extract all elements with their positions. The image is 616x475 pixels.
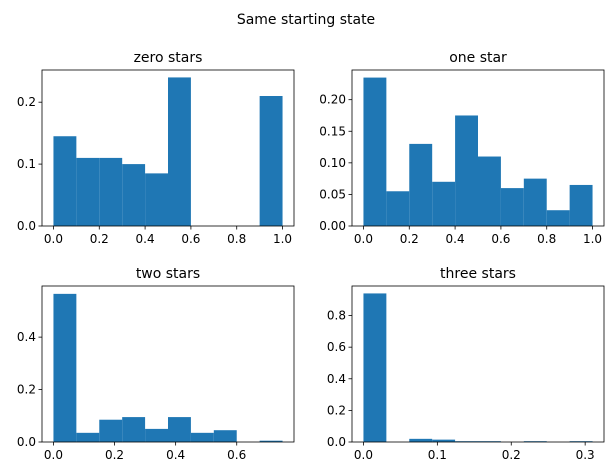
figure-title: Same starting state (237, 12, 375, 28)
histogram-bar (546, 210, 570, 226)
histogram-bar (386, 191, 410, 226)
y-tick-label: 0.15 (319, 124, 346, 138)
histogram-bar (455, 115, 478, 226)
histogram-bar (409, 143, 433, 226)
axes-frame (351, 285, 605, 443)
x-tick-label: 0.4 (136, 232, 155, 246)
histogram-bar (190, 432, 214, 442)
histogram-bar (432, 439, 456, 442)
histogram-bar (53, 136, 77, 226)
axes-frame (351, 69, 605, 227)
histogram-bar (478, 156, 501, 226)
y-tick-label: 0.0 (17, 219, 36, 233)
histogram-bar (99, 419, 123, 442)
histogram-bar (432, 181, 456, 226)
histogram-bar (523, 178, 547, 226)
x-tick-label: 0.2 (105, 448, 124, 462)
histogram-bar (168, 77, 191, 226)
histogram-bar (409, 438, 433, 442)
histogram-bar (259, 440, 283, 442)
x-tick-label: 0.6 (181, 232, 200, 246)
histogram-bar (168, 417, 191, 442)
histogram-bar (213, 430, 237, 442)
subplot-title: two stars (136, 266, 200, 282)
x-tick-label: 0.4 (166, 448, 185, 462)
x-tick-label: 0.0 (354, 232, 373, 246)
axes-frame (41, 69, 295, 227)
y-tick-label: 0.8 (327, 309, 346, 323)
y-tick-label: 0.6 (327, 340, 346, 354)
x-tick-label: 0.6 (491, 232, 510, 246)
histogram-bar (76, 157, 100, 226)
y-tick-label: 0.0 (17, 435, 36, 449)
x-tick-label: 0.6 (227, 448, 246, 462)
x-tick-label: 0.1 (428, 448, 447, 462)
histogram-bar (122, 417, 146, 442)
histogram-bar (500, 188, 524, 226)
histogram-bar (53, 293, 77, 442)
x-tick-label: 0.2 (502, 448, 521, 462)
subplot-one-star: one star 0.0 0.2 0.4 0.6 0.8 1.0 0.00 0.05 0.10 0… (319, 50, 605, 246)
histogram-bar (363, 293, 387, 442)
y-tick-label: 0.4 (327, 372, 346, 386)
y-tick-label: 0.1 (17, 157, 36, 171)
histogram-bar (363, 77, 387, 226)
histogram-bar (76, 432, 100, 442)
subplot-title: zero stars (134, 50, 203, 66)
y-tick-label: 0.2 (17, 383, 36, 397)
histogram-bar (99, 157, 123, 226)
histogram-bar (122, 164, 146, 226)
axes-frame (41, 285, 295, 443)
histogram-bar (145, 428, 168, 442)
subplot-three-stars: three stars 0.0 0.1 0.2 0.3 0.0 0.2 0.4 0.6 0.8 (327, 266, 605, 462)
x-tick-label: 0.2 (90, 232, 109, 246)
subplot-title: one star (449, 50, 507, 66)
y-tick-label: 0.2 (17, 95, 36, 109)
subplot-title: three stars (440, 266, 516, 282)
x-tick-label: 0.8 (537, 232, 556, 246)
y-tick-label: 0.0 (327, 435, 346, 449)
y-tick-label: 0.2 (327, 403, 346, 417)
subplot-two-stars: two stars 0.0 0.2 0.4 0.6 0.0 0.2 0.4 (17, 266, 295, 462)
x-tick-label: 0.4 (446, 232, 465, 246)
y-tick-label: 0.00 (319, 219, 346, 233)
x-tick-label: 0.2 (400, 232, 419, 246)
subplot-zero-stars: zero stars 0.0 0.2 0.4 0.6 0.8 1.0 0.0 0.1 0.2 (17, 50, 295, 246)
x-tick-label: 0.0 (44, 448, 63, 462)
histogram-bar (259, 96, 283, 226)
x-tick-label: 0.0 (44, 232, 63, 246)
x-tick-label: 0.3 (576, 448, 595, 462)
y-tick-label: 0.10 (319, 156, 346, 170)
x-tick-label: 0.0 (354, 448, 373, 462)
y-tick-label: 0.20 (319, 93, 346, 107)
y-tick-label: 0.4 (17, 330, 36, 344)
histogram-bar (145, 173, 168, 226)
x-tick-label: 1.0 (273, 232, 292, 246)
histogram-bar (569, 184, 593, 226)
y-tick-label: 0.05 (319, 187, 346, 201)
x-tick-label: 1.0 (583, 232, 602, 246)
x-tick-label: 0.8 (227, 232, 246, 246)
